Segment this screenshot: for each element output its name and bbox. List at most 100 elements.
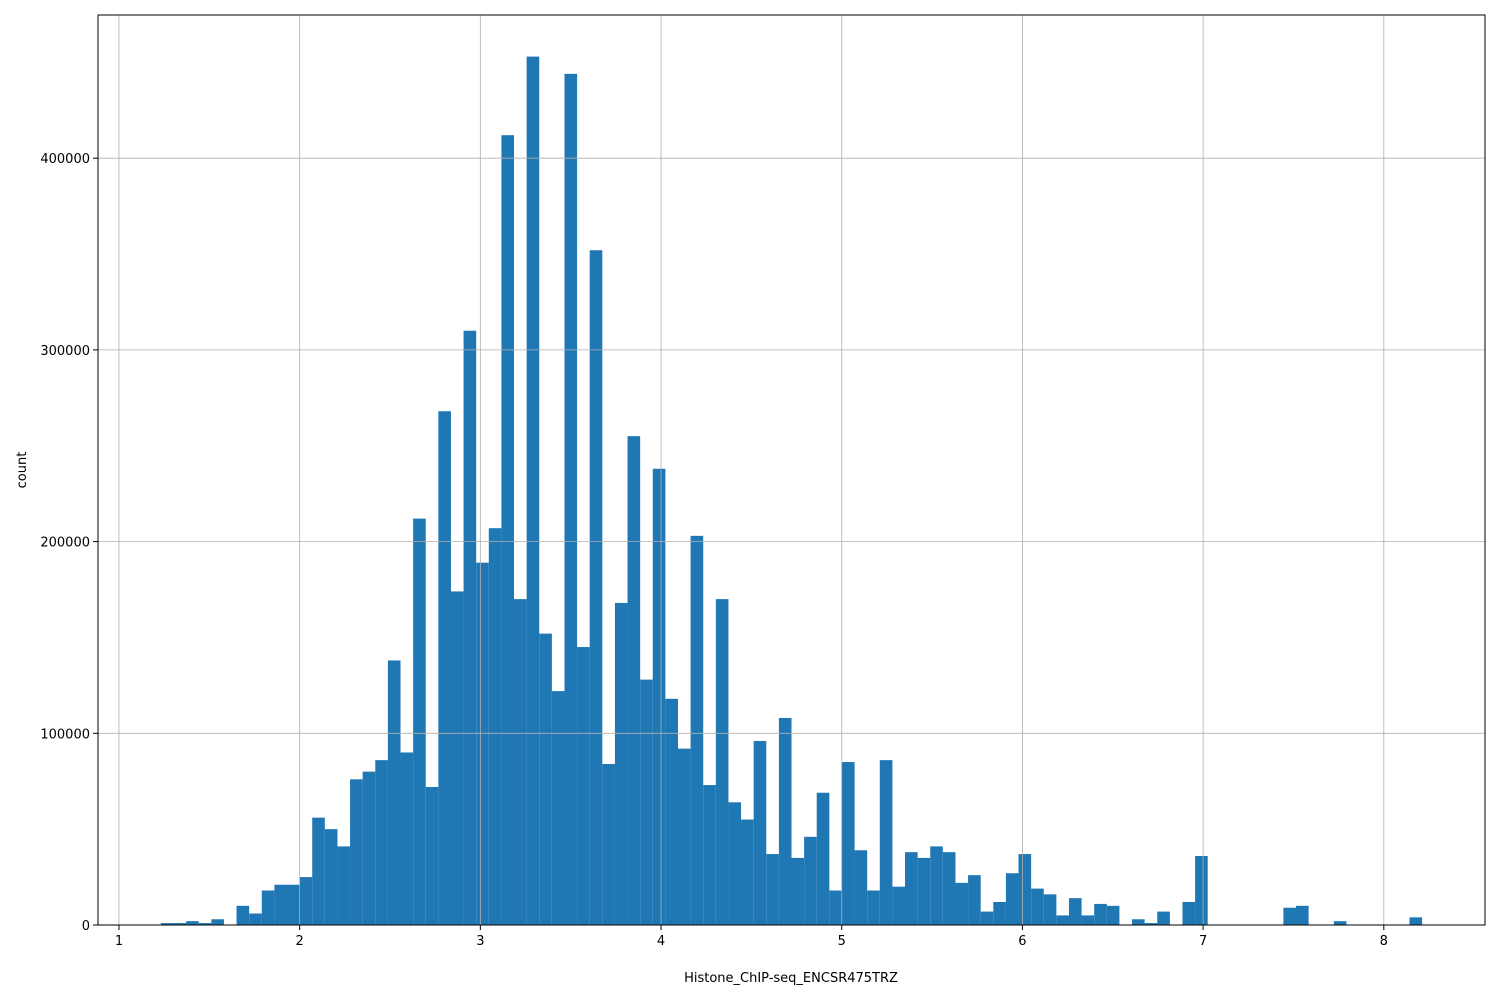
x-tick-label: 6 [1018, 934, 1026, 949]
bar [198, 923, 212, 925]
bar [905, 852, 918, 925]
y-axis-label: count [15, 452, 30, 489]
bar [1132, 919, 1145, 925]
bar [425, 786, 439, 925]
bar [665, 698, 678, 925]
bar [564, 73, 578, 925]
bar [968, 875, 981, 925]
bar [766, 854, 779, 925]
bar [514, 599, 527, 925]
bar [1068, 898, 1082, 925]
bar [526, 56, 540, 926]
plot-frame [97, 14, 1486, 926]
bar [690, 535, 704, 925]
bar [476, 562, 489, 925]
bar [160, 923, 174, 925]
bar [287, 884, 300, 925]
bar [652, 468, 666, 925]
bar [1295, 905, 1309, 925]
bar [1031, 888, 1044, 925]
x-tick-label: 8 [1380, 934, 1388, 949]
bar [488, 528, 502, 925]
bar [980, 911, 994, 925]
bar [1018, 854, 1032, 925]
bar [236, 905, 250, 925]
bar [1094, 903, 1107, 925]
bar [930, 846, 943, 925]
bar [1144, 923, 1158, 925]
x-tick-label: 3 [476, 934, 484, 949]
bar [1081, 915, 1095, 925]
y-tick-label: 200000 [40, 536, 90, 551]
bar [1106, 905, 1120, 925]
bar [703, 785, 716, 925]
y-tick-label: 100000 [40, 727, 90, 742]
bar [589, 250, 603, 925]
bar [551, 691, 565, 925]
bar [741, 819, 754, 925]
bar [804, 836, 817, 925]
bar [274, 884, 288, 925]
bar [640, 679, 653, 925]
bar [299, 877, 313, 925]
bar [829, 890, 842, 925]
bar [463, 330, 477, 925]
y-tick-label: 0 [82, 919, 90, 934]
bar [627, 436, 641, 925]
bar [539, 633, 552, 925]
bar [791, 857, 805, 925]
bar [1182, 901, 1196, 925]
bar [841, 762, 855, 925]
bar [501, 135, 515, 925]
bar [324, 829, 338, 925]
bar [917, 857, 931, 925]
bar [362, 771, 376, 925]
bar [778, 717, 792, 925]
x-tick-label: 2 [296, 934, 304, 949]
bar [677, 748, 691, 925]
bar [413, 518, 426, 925]
x-axis-label: Histone_ChIP-seq_ENCSR475TRZ [684, 971, 898, 986]
x-tick-label: 1 [115, 934, 123, 949]
bar [1333, 921, 1347, 925]
bar [879, 760, 893, 925]
bar [1283, 907, 1296, 925]
bar [350, 779, 363, 925]
bar [715, 599, 729, 925]
bar [1043, 894, 1057, 925]
bar [753, 740, 767, 925]
bar [1056, 915, 1069, 925]
bar [854, 850, 868, 925]
bar [337, 846, 351, 925]
bar [867, 890, 880, 925]
x-tick-label: 5 [838, 934, 846, 949]
bar [577, 647, 590, 925]
bar [400, 752, 414, 925]
bar [892, 886, 906, 925]
bar [211, 919, 224, 925]
y-tick-label: 300000 [40, 344, 90, 359]
bar [173, 923, 187, 925]
bar [1195, 855, 1208, 925]
bar [955, 882, 969, 925]
bar [1157, 911, 1170, 925]
bar [1005, 873, 1019, 925]
x-tick-label: 7 [1199, 934, 1207, 949]
bar [387, 660, 401, 925]
bar [312, 817, 325, 925]
bar [816, 792, 830, 925]
bar [602, 763, 615, 925]
bar [438, 411, 451, 925]
bar [186, 921, 199, 925]
bar [261, 890, 275, 925]
bar [942, 852, 956, 925]
bar [249, 913, 262, 925]
bar [728, 802, 742, 925]
y-tick-label: 400000 [40, 152, 90, 167]
x-tick-label: 4 [657, 934, 665, 949]
bar [450, 591, 464, 925]
bar [614, 602, 628, 925]
bar [375, 760, 388, 925]
bar [1409, 917, 1423, 925]
